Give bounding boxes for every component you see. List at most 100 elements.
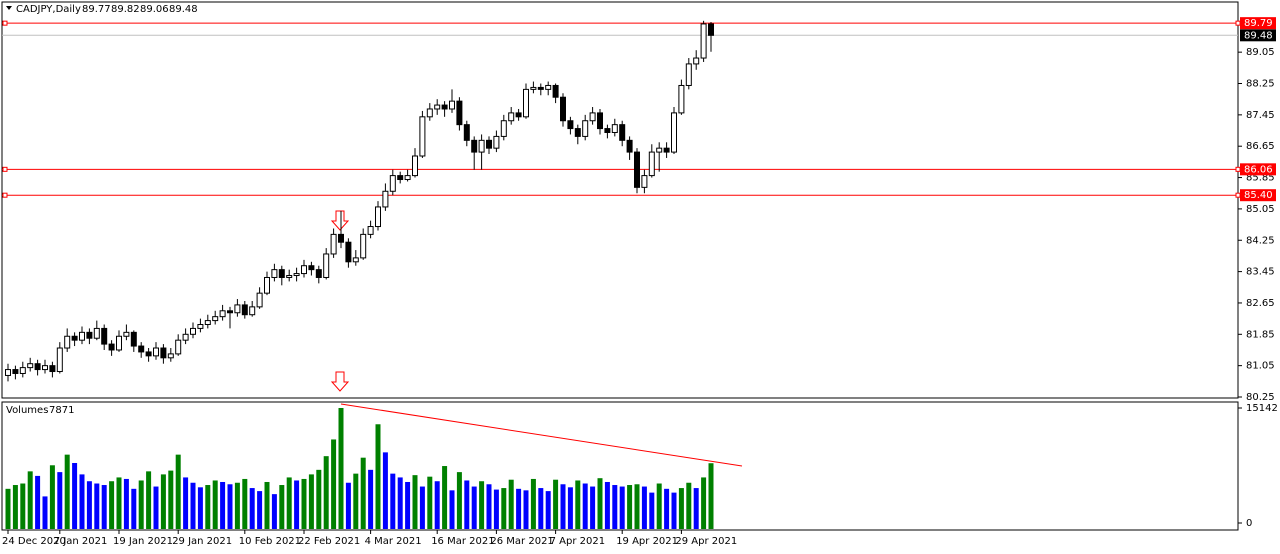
volume-bar [57, 472, 63, 529]
trend-line[interactable] [340, 403, 743, 467]
volume-tick-label: 15142 [1246, 403, 1278, 414]
volume-bar [405, 481, 411, 529]
candle-body [708, 23, 714, 36]
candle-body [190, 327, 196, 335]
x-tick-label: 4 Mar 2021 [365, 536, 422, 547]
level-label: 86.06 [1244, 164, 1273, 175]
volume-bar [427, 476, 433, 529]
candle-body [560, 96, 566, 122]
open: 89.77 [82, 4, 111, 15]
x-tick-label: 29 Jan 2021 [172, 536, 232, 547]
level-box [1240, 17, 1276, 30]
volume-bar [375, 424, 381, 529]
volume-pane [1, 401, 1239, 531]
candle-body [153, 347, 159, 357]
volume-bar [338, 408, 344, 529]
volume-bar [116, 477, 122, 529]
candle-body [611, 124, 618, 133]
volume-bar [456, 472, 462, 529]
level-handle [2, 166, 8, 172]
volume-bar [597, 478, 603, 529]
candle-body [656, 147, 663, 153]
volume-bar [360, 457, 366, 529]
candle-body [648, 151, 655, 177]
volume-bar [353, 473, 359, 529]
volume-bar [138, 480, 144, 529]
volume-bar [242, 478, 248, 529]
candle-body [574, 128, 581, 137]
volume-bar [220, 481, 226, 529]
volume-bar [264, 481, 270, 529]
level-label: 89.79 [1244, 18, 1273, 29]
volume-bar [94, 483, 100, 529]
volume-bar [123, 478, 129, 529]
candle-body [597, 112, 603, 130]
candle-body [27, 363, 34, 369]
volume-bar [649, 492, 655, 529]
volume-bar [175, 454, 181, 529]
candle-body [308, 265, 315, 271]
volume-bar [286, 477, 292, 529]
volume-bar [160, 474, 166, 529]
level-handle [2, 20, 8, 26]
volume-bar [390, 473, 396, 529]
volume-bar [190, 482, 196, 529]
candle-body [197, 324, 204, 329]
arrow-annotation[interactable] [330, 371, 350, 392]
volume-bar [604, 481, 610, 529]
volume-bar [656, 483, 662, 529]
volume-bar [323, 456, 329, 529]
volume-bar [419, 486, 425, 529]
volume-bar [708, 463, 714, 529]
level-handle [1235, 20, 1241, 26]
x-tick-label: 24 Dec 2020 [2, 536, 66, 547]
candle-body [145, 351, 152, 357]
close: 89.48 [169, 4, 198, 15]
level-handle [2, 192, 8, 198]
candle-body [286, 275, 293, 278]
candle-body [249, 306, 256, 316]
candle-body [42, 365, 48, 371]
volume-bar [382, 452, 388, 529]
x-tick-label: 16 Mar 2021 [431, 536, 494, 547]
level-handle [1235, 166, 1241, 172]
volume-title: Volumes [6, 405, 48, 416]
candle-body [641, 175, 648, 188]
menu-triangle[interactable] [6, 6, 12, 10]
candle-body [693, 57, 700, 65]
x-tick-label: 10 Feb 2021 [239, 536, 301, 547]
volume-bar [234, 482, 240, 529]
candle-body [101, 327, 108, 345]
candle-body [626, 139, 633, 153]
candle-body [138, 345, 145, 353]
volume-bar [471, 486, 477, 529]
volume-bar [146, 471, 152, 529]
candle-body [589, 112, 596, 122]
candle-body [123, 331, 130, 337]
candle-body [382, 190, 389, 208]
arrow-annotation[interactable] [330, 210, 350, 231]
candle-body [463, 124, 470, 141]
volume-bar [249, 488, 255, 529]
candle-body [345, 241, 352, 263]
candle-body [49, 365, 56, 373]
candle-body [116, 335, 122, 351]
candle-body [293, 273, 300, 277]
volume-bar [397, 477, 403, 529]
current-price-box [1240, 29, 1276, 42]
y-tick-label: 86.65 [1246, 141, 1275, 152]
candle-body [441, 104, 448, 110]
candle-body [604, 128, 611, 133]
y-tick-label: 84.25 [1246, 235, 1275, 246]
volume-bar [671, 492, 677, 529]
candle-body [130, 331, 137, 347]
x-tick-label: 19 Apr 2021 [616, 536, 678, 547]
candle-body [34, 363, 41, 371]
volume-bar [5, 488, 11, 529]
candle-body [478, 139, 485, 153]
candle-body [204, 320, 211, 326]
candle-body [367, 226, 374, 235]
candle-body [456, 100, 463, 126]
volume-bar [442, 466, 448, 529]
volume-tick-label: 0 [1246, 518, 1252, 529]
